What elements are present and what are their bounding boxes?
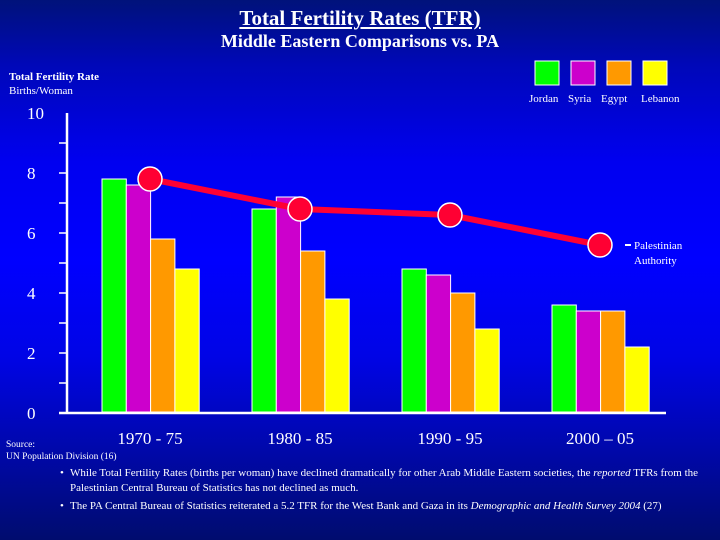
bar-jordan bbox=[101, 178, 127, 413]
y-tick-label: 4 bbox=[27, 284, 36, 303]
x-tick-labels: 1970 - 75 1980 - 85 1990 - 95 2000 – 05 bbox=[117, 429, 634, 448]
x-tick-label: 1970 - 75 bbox=[117, 429, 182, 448]
pa-legend-label: Palestinian bbox=[634, 240, 683, 252]
bar-syria bbox=[425, 274, 452, 413]
note-text: TFRs from the Palestinian Central Bureau… bbox=[70, 467, 699, 494]
notes-list: • While Total Fertility Rates (births per… bbox=[60, 466, 710, 517]
source-label: Source: bbox=[6, 440, 36, 450]
legend-label-lebanon: Lebanon bbox=[641, 93, 680, 105]
y-tick-label: 8 bbox=[27, 164, 36, 183]
legend-swatch-lebanon bbox=[642, 60, 668, 86]
bar-jordan bbox=[551, 304, 577, 413]
pa-point bbox=[137, 166, 163, 192]
bars bbox=[101, 178, 650, 413]
pa-point bbox=[587, 232, 613, 258]
note-text: Demographic and Health Survey 2004 bbox=[470, 500, 641, 512]
legend-label-syria: Syria bbox=[568, 93, 591, 105]
bar-egypt bbox=[600, 310, 626, 413]
bar-egypt bbox=[300, 250, 326, 413]
note-item: • The PA Central Bureau of Statistics rei… bbox=[60, 499, 710, 514]
y-tick-label: 6 bbox=[27, 224, 36, 243]
bullet-icon: • bbox=[60, 467, 64, 479]
bar-syria bbox=[575, 310, 602, 413]
chart-subtitle: Middle Eastern Comparisons vs. PA bbox=[220, 31, 500, 51]
pa-line-series: Palestinian Authority bbox=[137, 166, 683, 267]
legend-label-jordan: Jordan bbox=[529, 93, 559, 105]
pa-point bbox=[437, 202, 463, 228]
bar-egypt bbox=[450, 292, 476, 413]
bar-lebanon bbox=[474, 328, 500, 413]
bullet-icon: • bbox=[60, 500, 64, 512]
y-axis-title: Total Fertility Rate bbox=[9, 71, 100, 83]
x-tick-label: 1980 - 85 bbox=[267, 429, 332, 448]
bar-lebanon bbox=[624, 346, 650, 413]
note-item: • While Total Fertility Rates (births per… bbox=[60, 466, 710, 496]
note-text: reported bbox=[593, 467, 631, 479]
x-tick-label: 1990 - 95 bbox=[417, 429, 482, 448]
legend-label-egypt: Egypt bbox=[601, 93, 627, 105]
y-tick-label: 10 bbox=[27, 104, 44, 123]
axes: 0 2 4 6 8 10 bbox=[27, 104, 666, 423]
chart-title: Total Fertility Rates (TFR) bbox=[239, 6, 481, 30]
x-tick-label: 2000 – 05 bbox=[566, 429, 634, 448]
legend-swatch-jordan bbox=[534, 60, 560, 86]
bar-syria bbox=[125, 184, 152, 413]
note-text: (27) bbox=[640, 500, 662, 512]
note-text: While Total Fertility Rates (births per … bbox=[70, 467, 594, 479]
legend-swatch-egypt bbox=[606, 60, 632, 86]
legend-swatch-syria bbox=[570, 60, 596, 86]
source-text: UN Population Division (16) bbox=[6, 452, 117, 462]
bar-jordan bbox=[401, 268, 427, 413]
y-tick-label: 0 bbox=[27, 404, 36, 423]
pa-line bbox=[149, 176, 601, 248]
source-note: Source: UN Population Division (16) bbox=[6, 439, 117, 463]
note-text: The PA Central Bureau of Statistics reit… bbox=[70, 500, 471, 512]
bar-syria bbox=[275, 196, 302, 413]
pa-point bbox=[287, 196, 313, 222]
pa-legend-label: Authority bbox=[634, 255, 677, 267]
legend: Jordan Syria Egypt Lebanon bbox=[529, 60, 680, 105]
bar-egypt bbox=[150, 238, 176, 413]
bar-jordan bbox=[251, 208, 277, 413]
bar-lebanon bbox=[174, 268, 200, 413]
y-tick-label: 2 bbox=[27, 344, 36, 363]
y-axis-unit: Births/Woman bbox=[9, 85, 73, 97]
bar-lebanon bbox=[324, 298, 350, 413]
